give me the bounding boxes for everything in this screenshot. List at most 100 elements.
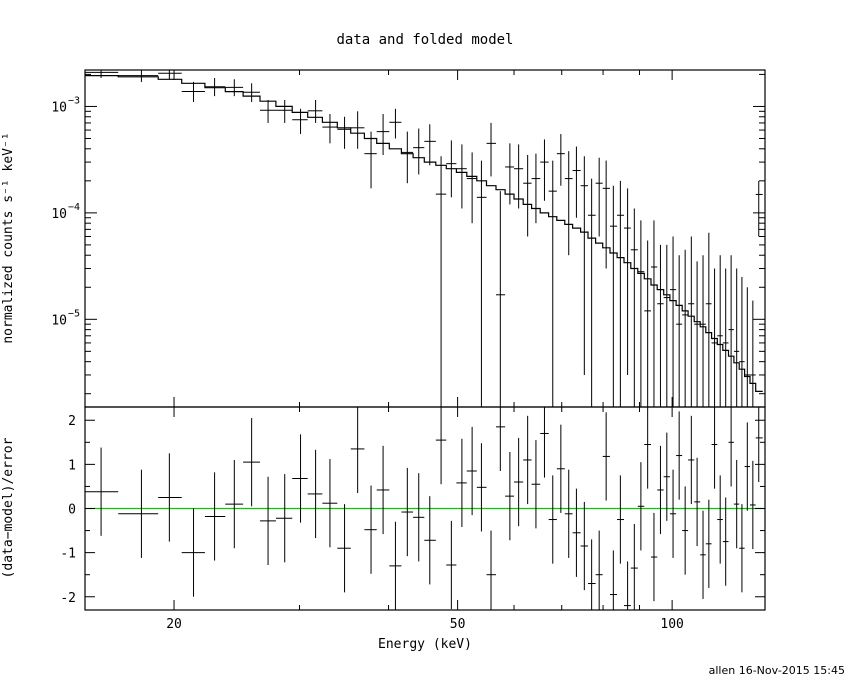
data-point — [337, 116, 351, 149]
residual-point — [540, 407, 549, 478]
residual-point — [389, 521, 402, 610]
residual-point — [243, 418, 260, 507]
data-point — [424, 124, 436, 166]
residual-point — [650, 512, 658, 602]
data-point — [505, 143, 515, 205]
residual-point — [749, 460, 756, 550]
top-ylabel: normalized counts s⁻¹ keV⁻¹ — [1, 132, 16, 343]
x-tick-label: 50 — [450, 617, 466, 632]
residual-point — [739, 504, 745, 593]
data-point — [456, 144, 467, 209]
residual-point — [85, 447, 119, 536]
bottom-panel-marks — [85, 407, 765, 610]
residual-point — [637, 462, 645, 551]
residual-point — [225, 459, 244, 549]
residual-point — [722, 497, 729, 586]
data-point — [466, 152, 477, 224]
residual-point — [663, 432, 670, 521]
residual-point — [204, 472, 226, 561]
bottom-y-tick-label: 1 — [68, 458, 76, 473]
data-point — [389, 108, 402, 139]
residual-point — [118, 469, 159, 558]
residual-point — [292, 434, 308, 523]
data-point — [682, 249, 689, 407]
residual-point — [548, 475, 557, 564]
data-point — [595, 157, 603, 237]
residual-point — [322, 459, 338, 548]
model-step-line — [85, 75, 763, 392]
bottom-panel-ticks: 20 50 100 -2 -1 0 1 2 — [60, 407, 765, 632]
residual-point — [744, 422, 750, 511]
data-point — [602, 160, 610, 269]
residual-point — [588, 539, 596, 610]
data-point — [663, 244, 670, 407]
residual-point — [275, 474, 293, 563]
residual-point — [181, 508, 205, 597]
residual-point — [401, 467, 414, 557]
residual-point — [657, 445, 664, 535]
residual-point — [456, 438, 467, 528]
data-point — [650, 220, 658, 407]
top-panel-marks — [85, 70, 763, 407]
data-point — [669, 236, 677, 407]
residual-point — [630, 523, 638, 610]
residual-point — [307, 449, 323, 539]
data-point — [580, 156, 589, 375]
data-point — [644, 240, 651, 407]
x-axis-label: Energy (keV) — [378, 637, 472, 652]
residual-point — [711, 407, 718, 489]
bottom-y-tick-label: 2 — [68, 414, 76, 429]
data-point — [733, 268, 740, 407]
data-point — [688, 236, 695, 407]
top-panel-frame — [84, 69, 766, 408]
residual-point — [364, 485, 377, 574]
residual-point — [595, 530, 603, 610]
top-y-tick-label: 10 — [51, 100, 67, 115]
data-point — [259, 99, 276, 123]
data-point — [476, 160, 487, 407]
data-point — [514, 144, 524, 209]
top-y-tick-exponent: −4 — [68, 202, 80, 213]
data-point — [676, 255, 683, 407]
data-point — [292, 108, 308, 135]
data-point — [158, 70, 182, 80]
data-point — [446, 140, 457, 198]
data-point — [350, 111, 365, 149]
data-point — [657, 244, 664, 407]
data-point — [401, 131, 414, 184]
data-point — [486, 122, 496, 177]
data-point — [564, 151, 573, 256]
top-y-tick-exponent: −3 — [68, 95, 80, 106]
data-point — [531, 153, 541, 224]
residual-point — [505, 452, 515, 541]
data-point — [523, 154, 532, 237]
chart-title: data and folded model — [336, 32, 513, 48]
data-point — [728, 255, 734, 407]
top-y-tick-label: 10 — [51, 313, 67, 328]
footer-stamp: allen 16-Nov-2015 15:45 — [709, 664, 845, 677]
data-point — [617, 180, 625, 407]
data-point — [717, 255, 723, 407]
data-point — [540, 139, 549, 201]
data-point — [556, 134, 565, 186]
data-point — [413, 128, 425, 175]
x-tick-label: 100 — [660, 617, 683, 632]
residual-point — [495, 407, 506, 471]
residual-point — [602, 412, 610, 501]
bottom-y-tick-label: -2 — [60, 591, 76, 606]
data-point — [548, 160, 557, 407]
data-point — [572, 146, 581, 218]
residual-point — [682, 486, 689, 575]
residual-point — [617, 475, 625, 564]
data-point — [307, 99, 323, 123]
data-point — [322, 113, 338, 144]
x-tick-label: 20 — [166, 617, 182, 632]
residual-point — [580, 501, 589, 591]
data-point — [609, 185, 618, 407]
residual-point — [350, 407, 365, 494]
data-point — [225, 79, 244, 97]
data-point — [722, 268, 729, 407]
residual-point — [717, 475, 723, 564]
residual-point — [435, 407, 447, 485]
